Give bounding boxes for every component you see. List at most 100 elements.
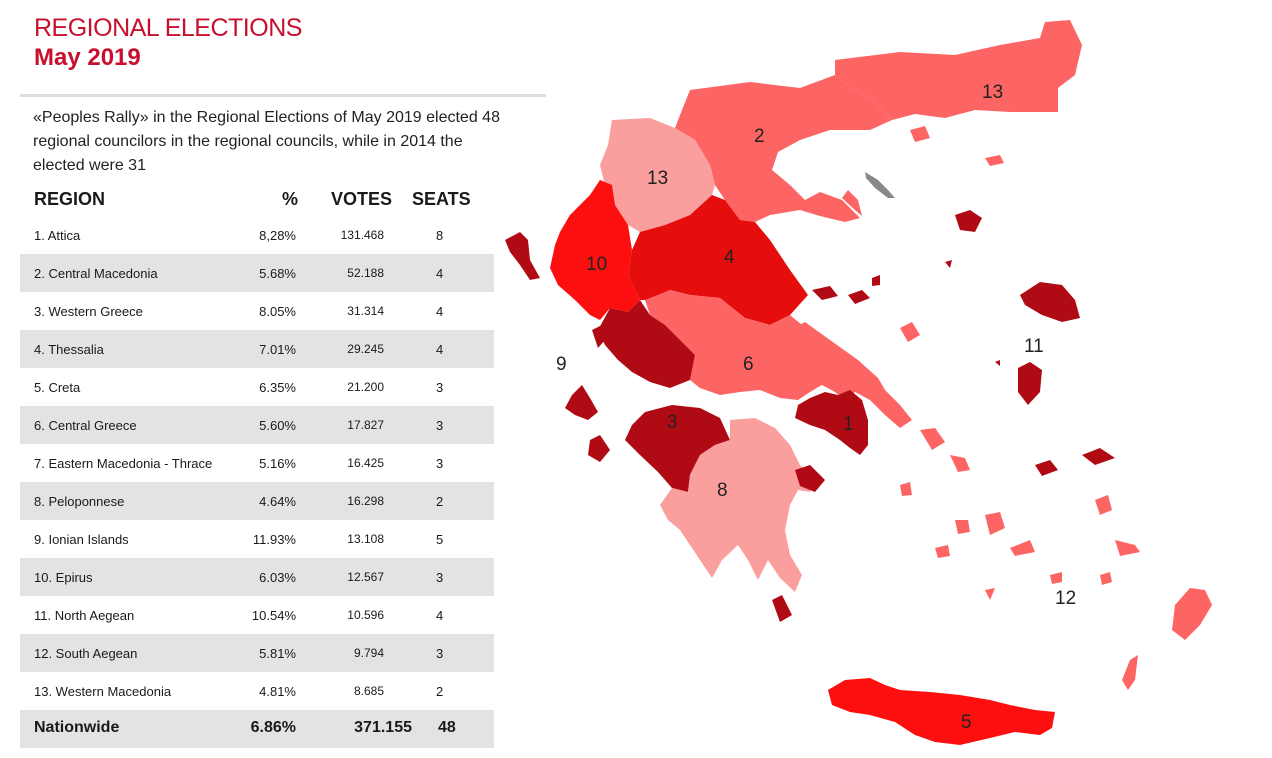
header-pct: % [282,189,299,209]
map-label-western-greece: 3 [667,412,678,433]
intro-paragraph: «Peoples Rally» in the Regional Election… [33,109,500,174]
row-region: 10. Epirus [34,570,93,585]
header-region: REGION [34,189,106,209]
row-votes: 29.245 [347,342,384,356]
row-seats: 5 [436,532,444,547]
row-pct: 4.64% [259,494,296,509]
region-south-aegean [900,428,1212,690]
row-region: 2. Central Macedonia [34,266,158,281]
region-western-greece-mainland [598,300,695,388]
row-region: 8. Peloponnese [34,494,125,509]
map-label-central-macedonia: 2 [754,126,765,147]
row-pct: 5.68% [259,266,296,281]
row-votes: 8.685 [353,684,384,698]
region-north-aegean-small [945,260,1000,366]
row-seats: 3 [436,456,444,471]
row-seats: 4 [436,266,444,281]
row-votes: 52.188 [347,266,384,280]
row-region: 5. Creta [34,380,81,395]
table-row: 2. Central Macedonia 5.68% 52.188 4 [20,254,494,292]
header-votes: VOTES [331,189,393,209]
row-pct: 5.60% [259,418,296,433]
total-votes: 371.155 [354,719,412,736]
results-table: REGION % VOTES SEATS 1. Attica 8,28% 131.4… [20,182,494,748]
row-votes: 21.200 [347,380,384,394]
total-region: Nationwide [34,719,120,736]
row-pct: 8.05% [259,304,296,319]
row-votes: 12.567 [347,570,384,584]
row-seats: 4 [436,342,444,357]
map-label-peloponnese: 8 [717,480,728,501]
map-label-epirus: 10 [586,254,607,275]
region-eastern-macedonia-thrace [835,20,1082,120]
row-seats: 3 [436,380,444,395]
row-pct: 6.03% [259,570,296,585]
region-thessalia [628,195,808,325]
region-thasos [910,126,1004,166]
row-region: 11. North Aegean [34,608,135,623]
row-pct: 8,28% [259,228,296,243]
row-pct: 10.54% [251,608,296,623]
row-pct: 11.93% [252,532,296,547]
row-pct: 6.35% [259,380,296,395]
region-ionian-islands [505,232,610,462]
row-seats: 2 [436,684,444,699]
region-peloponnese [660,418,815,592]
greece-map: 1 2 3 4 5 6 8 9 10 11 12 13 13 [505,20,1212,745]
table-row: 7. Eastern Macedonia - Thrace 5.16% 16.425… [20,444,494,482]
table-header: REGION % VOTES SEATS [20,182,494,216]
table-row: 10. Epirus 6.03% 12.567 3 [20,558,494,596]
title-divider [20,94,546,97]
row-votes: 131.468 [340,228,384,242]
row-region: 9. Ionian Islands [34,532,129,547]
region-attica-islands [772,465,825,622]
header-seats: SEATS [412,189,471,209]
row-seats: 8 [436,228,444,243]
row-pct: 5.16% [259,456,296,471]
row-seats: 2 [436,494,444,509]
table-row: 3. Western Greece 8.05% 31.314 4 [20,292,494,330]
table-row: 4. Thessalia 7.01% 29.245 4 [20,330,494,368]
table-row: 9. Ionian Islands 11.93% 13.108 5 [20,520,494,558]
region-creta [828,678,1055,745]
map-label-central-greece: 6 [743,354,754,375]
row-votes: 13.108 [347,532,384,546]
row-region: 6. Central Greece [34,418,137,433]
table-row: 8. Peloponnese 4.64% 16.298 2 [20,482,494,520]
row-seats: 4 [436,608,444,623]
map-label-western-macedonia: 13 [647,168,668,189]
map-label-south-aegean: 12 [1055,588,1076,609]
region-evia [790,322,895,410]
map-label-north-aegean: 11 [1024,336,1044,357]
row-votes: 16.425 [347,456,384,470]
table-row: 11. North Aegean 10.54% 10.596 4 [20,596,494,634]
row-region: 13. Western Macedonia [34,684,172,699]
row-pct: 4.81% [259,684,296,699]
map-label-ionian-islands: 9 [556,354,567,375]
row-region: 7. Eastern Macedonia - Thrace [34,456,213,471]
row-pct: 7.01% [259,342,296,357]
table-row: 1. Attica 8,28% 131.468 8 [20,216,494,254]
region-skyros [900,322,920,342]
map-label-eastern-macedonia-thrace: 13 [982,82,1003,103]
map-label-attica: 1 [843,414,854,435]
row-votes: 10.596 [347,608,384,622]
region-central-macedonia [675,75,892,222]
row-votes: 31.314 [347,304,384,318]
table-row: 12. South Aegean 5.81% 9.794 3 [20,634,494,672]
map-label-thessalia: 4 [724,247,735,268]
map-label-creta: 5 [961,712,972,733]
region-mount-athos [865,172,895,198]
total-pct: 6.86% [250,719,296,736]
row-seats: 3 [436,418,444,433]
region-sporades [812,275,880,304]
row-seats: 3 [436,570,444,585]
table-row-total: Nationwide 6.86% 371.155 48 [20,710,494,748]
region-chalkidiki [805,190,862,220]
row-seats: 4 [436,304,444,319]
region-epirus [550,180,640,320]
row-region: 1. Attica [34,228,81,243]
row-votes: 9.794 [353,646,384,660]
row-votes: 16.298 [347,494,384,508]
total-seats: 48 [438,719,456,736]
